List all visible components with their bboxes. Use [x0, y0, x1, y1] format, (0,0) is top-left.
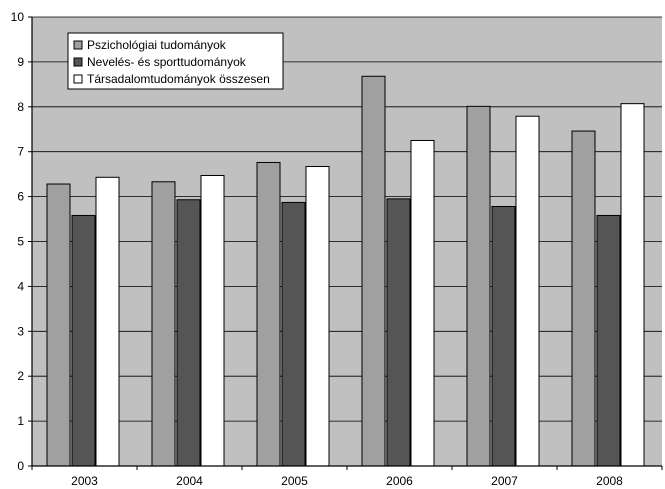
bar-2004-series-3	[200, 174, 225, 467]
x-tick-label: 2007	[491, 474, 518, 488]
legend-swatch-series-2	[73, 57, 83, 67]
bar-2006-series-1	[361, 75, 386, 467]
bar-2007-series-3	[515, 115, 540, 467]
bar-2005-series-3	[305, 166, 330, 467]
legend-box	[67, 32, 284, 90]
bar-2003-series-1	[46, 183, 71, 467]
legend-swatch-series-1	[73, 40, 83, 50]
y-tick-label: 3	[17, 324, 24, 338]
bar-2003-series-2	[71, 214, 96, 467]
y-tick-label: 1	[17, 414, 24, 428]
bar-2005-series-1	[256, 161, 281, 467]
x-tick-label: 2005	[281, 474, 308, 488]
legend: Pszichológiai tudományok Nevelés- és spor…	[67, 32, 284, 90]
bar-2004-series-2	[176, 199, 201, 467]
legend-label-series-2: Nevelés- és sporttudományok	[87, 55, 247, 69]
x-tick-label: 2004	[176, 474, 203, 488]
bars	[46, 75, 645, 467]
x-axis-ticks: 2003 2004 2005 2006 2007 2008	[31, 466, 663, 488]
bar-2005-series-2	[281, 201, 306, 467]
bar-2004-series-1	[151, 181, 176, 467]
y-tick-label: 5	[17, 235, 24, 249]
y-tick-label: 7	[17, 145, 24, 159]
y-tick-label: 2	[17, 369, 24, 383]
y-tick-label: 8	[17, 100, 24, 114]
bar-2008-series-2	[596, 214, 621, 467]
legend-label-series-3: Társadalomtudományok összesen	[87, 72, 270, 86]
y-tick-label: 9	[17, 55, 24, 69]
bar-2007-series-2	[491, 205, 516, 467]
bar-2003-series-3	[95, 176, 120, 467]
y-tick-label: 4	[17, 279, 24, 293]
bar-2006-series-3	[410, 139, 435, 467]
bar-2008-series-1	[571, 130, 596, 467]
legend-swatch-series-3	[73, 74, 83, 84]
bar-2008-series-3	[620, 103, 645, 467]
x-tick-label: 2006	[386, 474, 413, 488]
legend-label-series-1: Pszichológiai tudományok	[87, 38, 227, 52]
y-axis-ticks: 0 1 2 3 4 5 6 7 8 9 10	[11, 10, 32, 473]
gridlines	[32, 16, 662, 422]
y-tick-label: 0	[17, 459, 24, 473]
y-tick-label: 10	[11, 10, 25, 24]
x-tick-label: 2008	[596, 474, 623, 488]
x-tick-label: 2003	[71, 474, 98, 488]
y-tick-label: 6	[17, 190, 24, 204]
bar-2007-series-1	[466, 105, 491, 467]
bar-2006-series-2	[386, 198, 411, 467]
